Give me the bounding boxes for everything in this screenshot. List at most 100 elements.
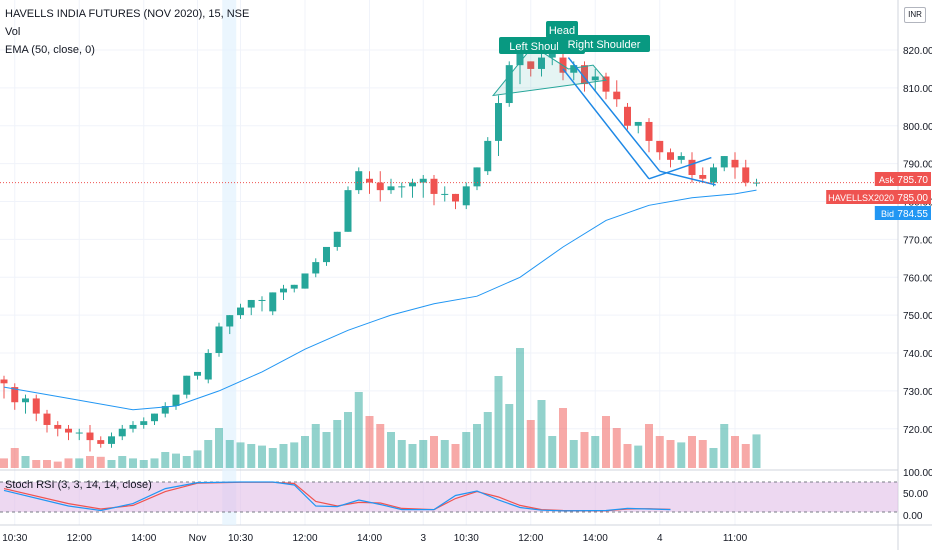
candle (301, 273, 309, 289)
candle (677, 152, 685, 164)
candle-body (516, 53, 524, 66)
rsi-tick: 100.00 (903, 468, 932, 479)
candle (237, 303, 244, 319)
price-tag-value: 785.00 (897, 193, 928, 204)
stoch-rsi-legend[interactable]: Stoch RSI (3, 3, 14, 14, close) (5, 479, 152, 491)
volume-bar (258, 445, 266, 468)
candle (22, 394, 29, 414)
currency-badge[interactable]: INR (904, 7, 926, 23)
volume-legend[interactable]: Vol (5, 26, 21, 38)
candle (505, 61, 513, 107)
candle (204, 349, 212, 384)
candle (247, 299, 255, 316)
volume-bar (473, 424, 481, 468)
ema-legend[interactable]: EMA (50, close, 0) (5, 44, 95, 56)
volume-bar (634, 445, 643, 468)
symbol-title[interactable]: HAVELLS INDIA FUTURES (NOV 2020), 15, NS… (5, 8, 250, 20)
price-axis[interactable]: 720.00730.00740.00750.00760.00770.00780.… (903, 46, 932, 522)
candle-body (22, 398, 29, 403)
candle-body (333, 231, 341, 247)
price-tag-label: Bid (881, 209, 894, 219)
stoch-rsi-pane (0, 481, 898, 513)
candle-body (591, 76, 599, 81)
candle (32, 394, 40, 422)
volume-bar (333, 420, 342, 468)
price-tick: 800.00 (903, 122, 932, 133)
candle-body (172, 394, 180, 407)
candle-body (0, 379, 8, 384)
candle-body (280, 288, 287, 293)
candle-body (688, 159, 696, 175)
right-shoulder-label-bg (558, 35, 650, 52)
price-tick: 730.00 (903, 387, 932, 398)
candle (108, 432, 115, 448)
volume-bar (408, 444, 417, 468)
candle-body (495, 103, 502, 141)
candle-body (118, 428, 126, 437)
volume-bar (150, 458, 159, 468)
candle (172, 394, 180, 410)
candle (183, 375, 191, 399)
candle-body (667, 152, 674, 160)
candle-body (269, 292, 277, 312)
time-tick: 14:00 (357, 533, 382, 544)
volume-bar (677, 442, 686, 468)
candle (613, 80, 621, 107)
time-tick: 4 (657, 533, 663, 544)
candle-body (344, 190, 352, 232)
volume-bar (118, 456, 127, 468)
pattern-drawings[interactable] (0, 45, 898, 186)
price-tag-label: Ask (879, 175, 895, 185)
price-tag: Bid 784.55 (874, 206, 931, 220)
candle (140, 417, 148, 429)
candle-body (462, 186, 470, 206)
volume-bar (569, 440, 578, 468)
price-tick: 750.00 (903, 311, 932, 322)
volume-bar (580, 432, 589, 468)
candle-body (366, 178, 373, 183)
volume-bar (322, 432, 331, 468)
volume-bar (182, 456, 191, 468)
volume-bar (107, 460, 116, 468)
flag-top (648, 156, 712, 180)
time-axis[interactable]: 10:30 12:00 14:00 Nov 10:30 12:00 14:00 3 10:30 1… (2, 533, 747, 544)
rsi-tick: 0.00 (903, 511, 923, 522)
candle-body (215, 326, 223, 353)
price-tick: 740.00 (903, 349, 932, 360)
candle-body (129, 424, 137, 429)
candle (634, 121, 642, 134)
volume-bar (688, 436, 696, 468)
flag-bottom (659, 170, 716, 186)
volume-bar (215, 428, 223, 468)
volume-bar (548, 436, 557, 468)
candle (194, 371, 201, 380)
volume-bar (655, 436, 664, 468)
volume-bar (494, 376, 503, 468)
volume-bar (720, 424, 729, 468)
candle-body (355, 171, 363, 191)
volume-bar (612, 428, 621, 468)
volume-bar (204, 440, 213, 468)
volume-bar (741, 444, 750, 468)
volume-bar (0, 458, 8, 468)
candle (409, 178, 416, 198)
candle-body (484, 140, 492, 172)
candle (269, 292, 277, 316)
volume-bar (516, 348, 524, 468)
volume-bar (290, 442, 299, 468)
time-tick: 12:00 (292, 533, 317, 544)
volume-bar (709, 448, 718, 468)
price-tag-label: HAVELLSX2020 (828, 193, 894, 203)
candle (538, 53, 545, 77)
candle-body (65, 428, 72, 433)
candle-body (237, 307, 244, 316)
candle-body (204, 353, 212, 380)
candle (290, 284, 298, 293)
volume-bar (623, 444, 632, 468)
volume-bar (268, 448, 277, 468)
candle (430, 174, 438, 206)
candle (129, 421, 137, 433)
price-tick: 720.00 (903, 425, 932, 436)
